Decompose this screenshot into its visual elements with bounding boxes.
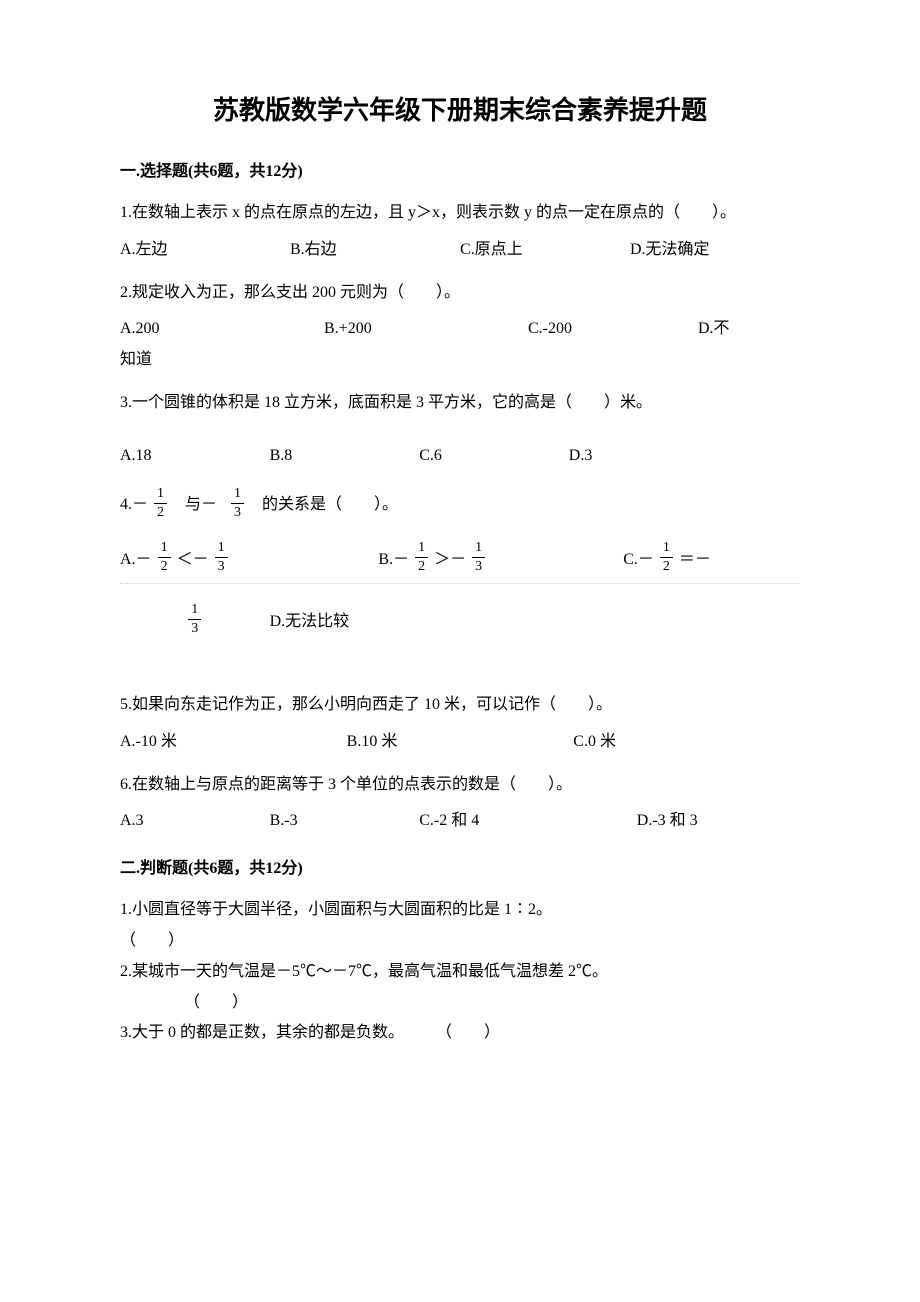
question-6: 6.在数轴上与原点的距离等于 3 个单位的点表示的数是（ ）。 A.3 B.-3… <box>120 771 800 837</box>
q4-opt-d: D.无法比较 <box>270 604 350 639</box>
q2-options: A.200 B.+200 C.-200 D.不 <box>120 315 800 344</box>
q3-text: 3.一个圆锥的体积是 18 立方米，底面积是 3 平方米，它的高是（ ）米。 <box>120 389 800 418</box>
judge-1: 1.小圆直径等于大圆半径，小圆面积与大圆面积的比是 1∶2。 <box>120 896 800 925</box>
fraction-one-third: 1 3 <box>472 541 485 574</box>
fraction-one-third: 1 3 <box>231 487 244 520</box>
q5-opt-b: B.10 米 <box>347 728 574 757</box>
frac-den: 2 <box>154 504 167 520</box>
q6-opt-a: A.3 <box>120 807 270 836</box>
page-title: 苏教版数学六年级下册期末综合素养提升题 <box>120 90 800 127</box>
question-5: 5.如果向东走记作为正，那么小明向西走了 10 米，可以记作（ ）。 A.-10… <box>120 691 800 757</box>
q4-post: 的关系是（ ）。 <box>262 491 398 520</box>
fraction-one-half: 1 2 <box>415 541 428 574</box>
q4-opt-c-tail: 1 3 <box>120 605 270 638</box>
frac-den: 3 <box>231 504 244 520</box>
frac-num: 1 <box>231 487 244 504</box>
q1-opt-d: D.无法确定 <box>630 236 800 265</box>
q4-mid: 与－ <box>185 491 217 520</box>
q3-opt-d: D.3 <box>569 442 719 471</box>
q2-opt-d-line2: 知道 <box>120 346 800 375</box>
q4-b-pre: B.－ <box>378 542 409 577</box>
judge-3: 3.大于 0 的都是正数，其余的都是负数。 （ ） <box>120 1019 800 1048</box>
q1-text: 1.在数轴上表示 x 的点在原点的左边，且 y＞x，则表示数 y 的点一定在原点… <box>120 199 800 228</box>
judge-1-blank: （ ） <box>120 927 800 956</box>
q4-options-line1: A.－ 1 2 ＜－ 1 3 B.－ 1 2 ＞－ 1 <box>120 542 800 584</box>
q5-options: A.-10 米 B.10 米 C.0 米 <box>120 728 800 757</box>
question-3: 3.一个圆锥的体积是 18 立方米，底面积是 3 平方米，它的高是（ ）米。 A… <box>120 389 800 471</box>
q4-opt-b: B.－ 1 2 ＞－ 1 3 <box>378 542 623 577</box>
q4-opt-c: C.－ 1 2 ＝－ <box>623 542 800 577</box>
q2-text: 2.规定收入为正，那么支出 200 元则为（ ）。 <box>120 279 800 308</box>
question-2: 2.规定收入为正，那么支出 200 元则为（ ）。 A.200 B.+200 C… <box>120 279 800 375</box>
question-4: 4.－ 1 2 与－ 1 3 的关系是（ ）。 A.－ 1 2 ＜－ 1 <box>120 489 800 639</box>
j2-text: 2.某城市一天的气温是－5℃～－7℃，最高气温和最低气温想差 2℃。 <box>120 963 608 980</box>
q1-opt-b: B.右边 <box>290 236 460 265</box>
q4-pre: 4.－ <box>120 491 148 520</box>
fraction-one-third: 1 3 <box>215 541 228 574</box>
q6-options: A.3 B.-3 C.-2 和 4 D.-3 和 3 <box>120 807 800 836</box>
section-2-header: 二.判断题(共6题，共12分) <box>120 854 800 878</box>
judge-questions: 1.小圆直径等于大圆半径，小圆面积与大圆面积的比是 1∶2。 （ ） 2.某城市… <box>120 896 800 1048</box>
lt-sign: ＜－ <box>177 542 209 577</box>
judge-2-blank: （ ） <box>120 989 800 1018</box>
q1-opt-c: C.原点上 <box>460 236 630 265</box>
eq-sign: ＝－ <box>679 542 711 577</box>
q2-opt-d: D.不 <box>698 315 800 344</box>
q4-text: 4.－ 1 2 与－ 1 3 的关系是（ ）。 <box>120 489 800 522</box>
q4-c-pre: C.－ <box>623 542 654 577</box>
section-1-header: 一.选择题(共6题，共12分) <box>120 157 800 181</box>
j3-text: 3.大于 0 的都是正数，其余的都是负数。 （ ） <box>120 1024 500 1041</box>
q1-options: A.左边 B.右边 C.原点上 D.无法确定 <box>120 236 800 265</box>
question-1: 1.在数轴上表示 x 的点在原点的左边，且 y＞x，则表示数 y 的点一定在原点… <box>120 199 800 265</box>
q3-options: A.18 B.8 C.6 D.3 <box>120 442 800 471</box>
j2-paren: （ ） <box>184 994 248 1011</box>
q6-opt-b: B.-3 <box>270 807 420 836</box>
q2-opt-c: C.-200 <box>528 315 698 344</box>
q1-opt-a: A.左边 <box>120 236 290 265</box>
q4-opt-a: A.－ 1 2 ＜－ 1 3 <box>120 542 378 577</box>
q3-opt-a: A.18 <box>120 442 270 471</box>
judge-2: 2.某城市一天的气温是－5℃～－7℃，最高气温和最低气温想差 2℃。 <box>120 958 800 987</box>
q2-opt-a: A.200 <box>120 315 324 344</box>
q6-opt-d: D.-3 和 3 <box>637 807 800 836</box>
fraction-one-third: 1 3 <box>188 603 201 636</box>
q4-options: A.－ 1 2 ＜－ 1 3 B.－ 1 2 ＞－ 1 <box>120 542 800 639</box>
j1-text: 1.小圆直径等于大圆半径，小圆面积与大圆面积的比是 1∶2。 <box>120 901 552 918</box>
q6-opt-c: C.-2 和 4 <box>419 807 637 836</box>
q5-opt-a: A.-10 米 <box>120 728 347 757</box>
q4-a-pre: A.－ <box>120 542 152 577</box>
fraction-one-half: 1 2 <box>154 487 167 520</box>
q3-opt-c: C.6 <box>419 442 569 471</box>
q3-opt-b: B.8 <box>270 442 420 471</box>
fraction-one-half: 1 2 <box>158 541 171 574</box>
j1-paren: （ ） <box>120 932 184 949</box>
frac-num: 1 <box>154 487 167 504</box>
fraction-one-half: 1 2 <box>660 541 673 574</box>
q5-opt-c: C.0 米 <box>573 728 800 757</box>
q4-options-line2: 1 3 D.无法比较 <box>120 604 800 639</box>
gt-sign: ＞－ <box>434 542 466 577</box>
q5-text: 5.如果向东走记作为正，那么小明向西走了 10 米，可以记作（ ）。 <box>120 691 800 720</box>
q6-text: 6.在数轴上与原点的距离等于 3 个单位的点表示的数是（ ）。 <box>120 771 800 800</box>
q2-opt-b: B.+200 <box>324 315 528 344</box>
